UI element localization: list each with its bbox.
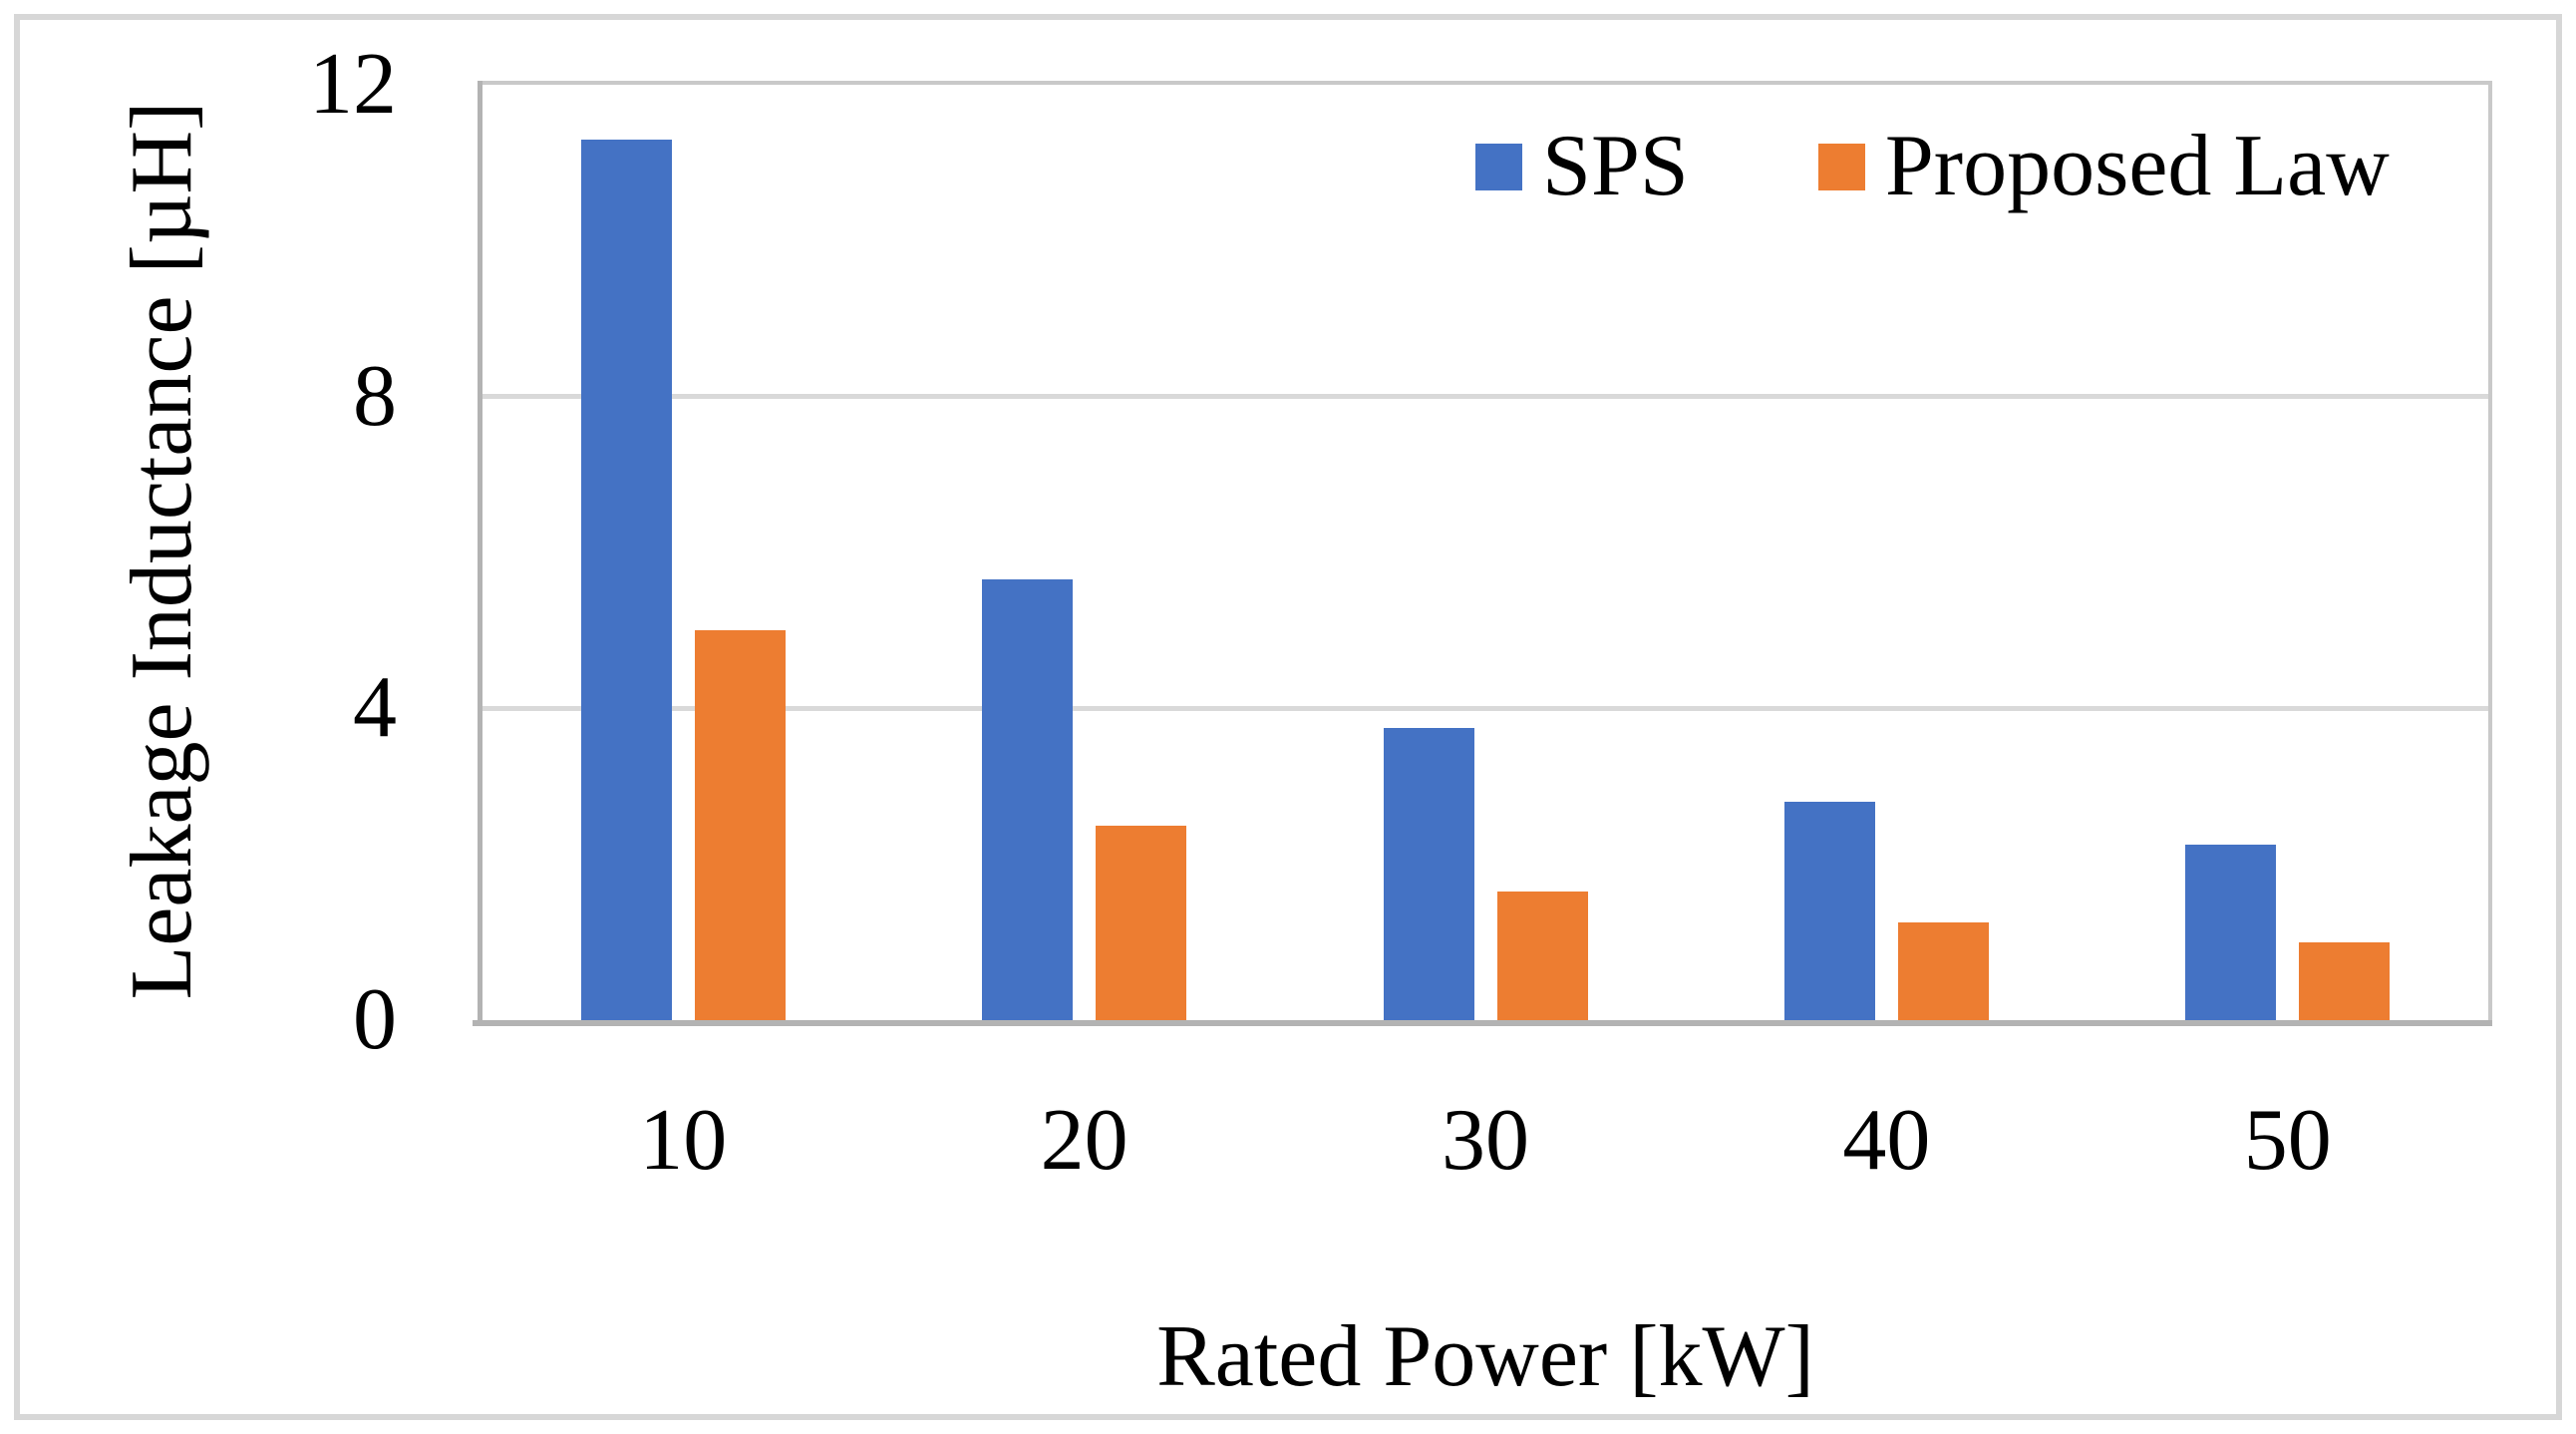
x-tick-label-20: 20 <box>1040 1092 1128 1189</box>
x-axis-title: Rated Power [kW] <box>1156 1308 1814 1405</box>
gridline-y-4 <box>483 705 2488 711</box>
bar-proposed-law-10kw <box>694 630 786 1020</box>
legend-swatch-proposed-law <box>1817 143 1865 190</box>
legend-entry-sps: SPS <box>1475 123 1689 210</box>
x-tick-label-40: 40 <box>1842 1092 1931 1189</box>
legend-label-proposed-law: Proposed Law <box>1884 118 2390 214</box>
plot-area: SPS Proposed Law <box>473 81 2492 1026</box>
y-tick-label-4: 4 <box>353 659 397 757</box>
gridline-y-8 <box>483 394 2488 400</box>
x-tick-label-10: 10 <box>639 1092 728 1189</box>
bar-proposed-law-40kw <box>1897 922 1989 1020</box>
x-tick-label-30: 30 <box>1442 1092 1529 1189</box>
bar-sps-20kw <box>982 579 1074 1020</box>
x-axis-line <box>473 1020 2492 1026</box>
bar-sps-50kw <box>2185 845 2277 1020</box>
y-tick-label-12: 12 <box>309 36 397 133</box>
bar-proposed-law-50kw <box>2299 941 2391 1020</box>
y-tick-label-0: 0 <box>353 971 397 1068</box>
y-axis-line <box>478 81 483 1026</box>
bar-proposed-law-30kw <box>1496 892 1588 1020</box>
legend: SPS Proposed Law <box>1475 123 2390 210</box>
y-tick-label-8: 8 <box>353 347 397 445</box>
plot-border-top <box>478 81 2492 85</box>
bar-sps-30kw <box>1383 727 1474 1020</box>
bar-sps-40kw <box>1783 802 1875 1020</box>
plot-border-right <box>2488 81 2492 1026</box>
legend-entry-proposed-law: Proposed Law <box>1817 118 2390 214</box>
bar-sps-10kw <box>580 139 672 1020</box>
bar-proposed-law-20kw <box>1096 825 1187 1020</box>
legend-swatch-sps <box>1475 143 1522 190</box>
legend-label-sps: SPS <box>1542 118 1689 214</box>
x-tick-label-50: 50 <box>2243 1092 2332 1189</box>
y-axis-title: Leakage Inductance [µH] <box>114 101 210 1000</box>
